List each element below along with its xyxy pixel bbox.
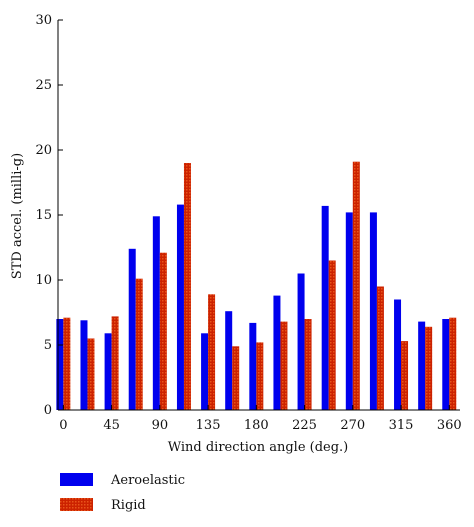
- x-tick-label: 180: [244, 418, 269, 433]
- bar-rigid: [183, 163, 191, 410]
- bar-rigid: [280, 321, 288, 410]
- bars-layer: [56, 161, 457, 410]
- bar-rigid: [111, 316, 119, 410]
- x-tick-label: 45: [103, 418, 120, 433]
- bar-rigid: [159, 252, 167, 410]
- bar-aeroelastic: [273, 295, 281, 410]
- bar-rigid: [232, 346, 240, 410]
- x-tick-label: 225: [292, 418, 317, 433]
- legend: Aeroelastic Rigid: [60, 473, 185, 513]
- bar-aeroelastic: [394, 299, 402, 410]
- bar-aeroelastic: [249, 322, 257, 410]
- bar-aeroelastic: [225, 311, 233, 410]
- y-tick-label: 25: [35, 78, 52, 93]
- x-tick-label: 315: [389, 418, 414, 433]
- bar-rigid: [401, 341, 409, 410]
- ticks-layer: 0 5 10 15 20 25 30 0 45 90 135 180 225 270 315 360: [35, 13, 461, 433]
- bar-rigid: [135, 278, 143, 410]
- bar-aeroelastic: [201, 333, 209, 410]
- bar-aeroelastic: [152, 216, 160, 410]
- x-tick-label: 135: [196, 418, 221, 433]
- legend-swatch-rigid: [60, 498, 93, 511]
- y-tick-label: 0: [44, 403, 52, 418]
- x-tick-label: 90: [152, 418, 169, 433]
- x-tick-label: 0: [59, 418, 67, 433]
- y-axis-title: STD accel. (milli-g): [10, 153, 25, 279]
- bar-aeroelastic: [442, 319, 450, 410]
- legend-label-aeroelastic: Aeroelastic: [110, 473, 185, 488]
- x-axis-title: Wind direction angle (deg.): [168, 440, 349, 455]
- bar-aeroelastic: [56, 319, 64, 410]
- y-tick-label: 15: [35, 208, 52, 223]
- y-tick-label: 10: [35, 273, 52, 288]
- y-tick-label: 30: [35, 13, 52, 28]
- legend-swatch-aeroelastic: [60, 473, 93, 486]
- bar-rigid: [352, 161, 360, 410]
- bar-rigid: [449, 317, 457, 410]
- bar-aeroelastic: [369, 212, 377, 410]
- bar-aeroelastic: [418, 321, 426, 410]
- bar-aeroelastic: [80, 320, 88, 410]
- x-tick-label: 270: [340, 418, 365, 433]
- bar-aeroelastic: [176, 204, 184, 410]
- bar-aeroelastic: [345, 212, 353, 410]
- bar-aeroelastic: [321, 205, 329, 410]
- y-tick-label: 5: [44, 338, 52, 353]
- y-tick-label: 20: [35, 143, 52, 158]
- bar-rigid: [208, 294, 216, 410]
- bar-rigid: [256, 342, 264, 410]
- bar-rigid: [425, 326, 433, 410]
- bar-aeroelastic: [128, 248, 136, 410]
- legend-label-rigid: Rigid: [111, 498, 146, 513]
- bar-rigid: [376, 286, 384, 410]
- bar-rigid: [304, 319, 312, 410]
- x-tick-label: 360: [437, 418, 462, 433]
- bar-aeroelastic: [297, 273, 305, 410]
- bar-aeroelastic: [104, 333, 112, 410]
- bar-rigid: [87, 338, 95, 410]
- bar-rigid: [63, 317, 71, 410]
- bar-rigid: [328, 260, 336, 410]
